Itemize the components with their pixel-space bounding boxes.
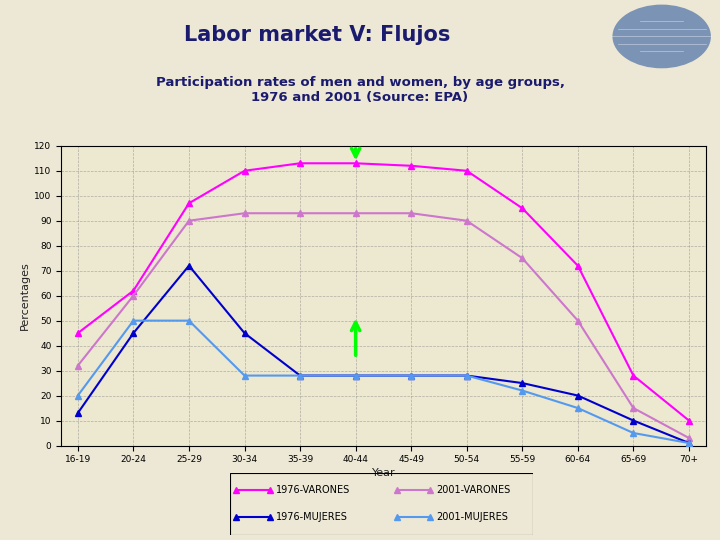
Text: 1976-VARONES: 1976-VARONES <box>276 485 350 495</box>
Y-axis label: Percentages: Percentages <box>20 261 30 330</box>
X-axis label: Year: Year <box>372 468 395 478</box>
Text: 2001-VARONES: 2001-VARONES <box>436 485 510 495</box>
Text: Participation rates of men and women, by age groups,
1976 and 2001 (Source: EPA): Participation rates of men and women, by… <box>156 76 564 104</box>
Text: Labor market V: Flujos: Labor market V: Flujos <box>184 25 450 45</box>
Text: 1976-MUJERES: 1976-MUJERES <box>276 512 348 522</box>
Text: 2001-MUJERES: 2001-MUJERES <box>436 512 508 522</box>
Ellipse shape <box>613 5 711 68</box>
